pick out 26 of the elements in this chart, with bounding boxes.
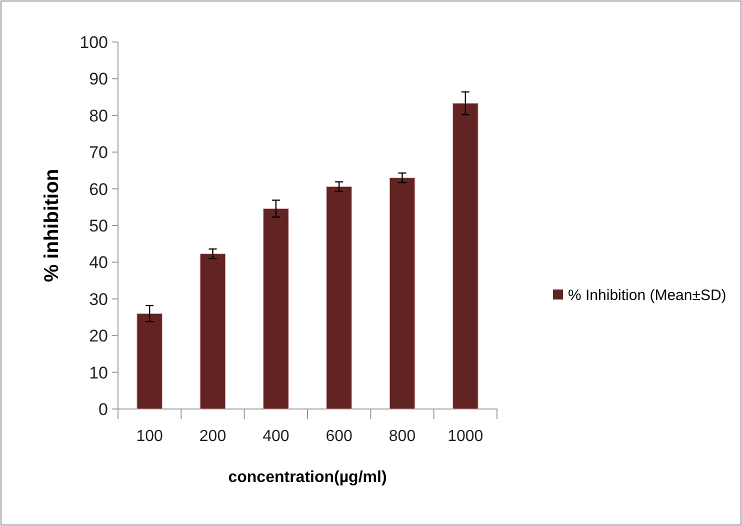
y-tick-label: 10 [89,363,108,382]
y-tick-label: 60 [89,180,108,199]
bar [389,177,416,410]
bar [452,102,478,410]
x-tick-label: 800 [388,428,416,445]
x-tick-label: 600 [326,428,353,445]
x-tick-label: 1000 [448,428,484,445]
y-tick-label: 20 [89,326,108,346]
x-tick-label: 200 [199,428,226,445]
legend-label: % Inhibition (Mean±SD) [568,286,726,304]
y-tick-label: 30 [89,290,108,309]
y-tick-label: 100 [80,32,108,52]
y-axis-title: % inhibition [41,168,63,282]
y-tick-label: 80 [89,106,108,126]
x-tick-label: 100 [136,428,164,445]
x-axis-title: concentration(µg/ml) [228,469,387,486]
bar [200,253,226,410]
y-tick-label: 90 [89,70,108,89]
bar [136,313,163,410]
y-tick-label: 50 [89,216,108,236]
bar [262,208,289,410]
y-tick-label: 70 [89,143,108,162]
y-tick-label: 40 [89,253,108,272]
y-tick-label: 0 [98,400,108,419]
bar [326,186,352,410]
x-tick-label: 400 [262,428,290,445]
